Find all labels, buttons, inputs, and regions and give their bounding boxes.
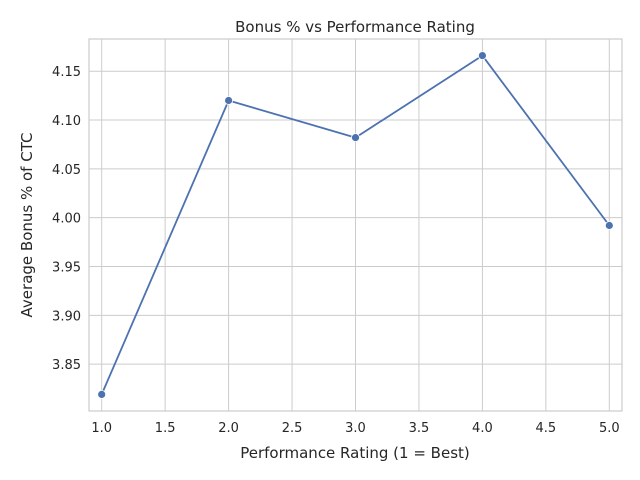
y-axis-title: Average Bonus % of CTC bbox=[18, 133, 36, 318]
chart-title: Bonus % vs Performance Rating bbox=[235, 18, 475, 36]
x-tick-label: 5.0 bbox=[599, 421, 620, 436]
y-tick-label: 4.00 bbox=[52, 212, 81, 227]
x-tick-label: 1.0 bbox=[91, 421, 112, 436]
y-tick-label: 3.90 bbox=[52, 309, 81, 324]
y-ticks: 3.85 3.90 3.95 4.00 4.05 4.10 4.15 bbox=[52, 65, 81, 373]
y-tick-label: 3.95 bbox=[52, 260, 81, 275]
x-tick-label: 3.5 bbox=[409, 421, 430, 436]
x-tick-label: 4.5 bbox=[536, 421, 557, 436]
grid bbox=[89, 39, 622, 411]
x-tick-label: 3.0 bbox=[345, 421, 366, 436]
data-point bbox=[224, 96, 233, 105]
data-point bbox=[478, 51, 487, 60]
x-ticks: 1.0 1.5 2.0 2.5 3.0 3.5 4.0 4.5 5.0 bbox=[91, 421, 619, 436]
data-point bbox=[604, 221, 614, 230]
x-axis-title: Performance Rating (1 = Best) bbox=[240, 444, 470, 462]
y-tick-label: 3.85 bbox=[52, 358, 81, 373]
x-tick-label: 2.5 bbox=[282, 421, 303, 436]
data-point bbox=[351, 133, 360, 143]
plot-frame bbox=[88, 38, 623, 412]
y-tick-label: 4.05 bbox=[52, 163, 81, 178]
y-tick-label: 4.10 bbox=[52, 114, 81, 129]
y-tick-label: 4.15 bbox=[52, 65, 81, 80]
x-tick-label: 4.0 bbox=[472, 421, 493, 436]
data-point bbox=[97, 390, 107, 399]
x-tick-label: 2.0 bbox=[218, 421, 239, 436]
x-tick-label: 1.5 bbox=[155, 421, 176, 436]
series bbox=[97, 51, 614, 399]
